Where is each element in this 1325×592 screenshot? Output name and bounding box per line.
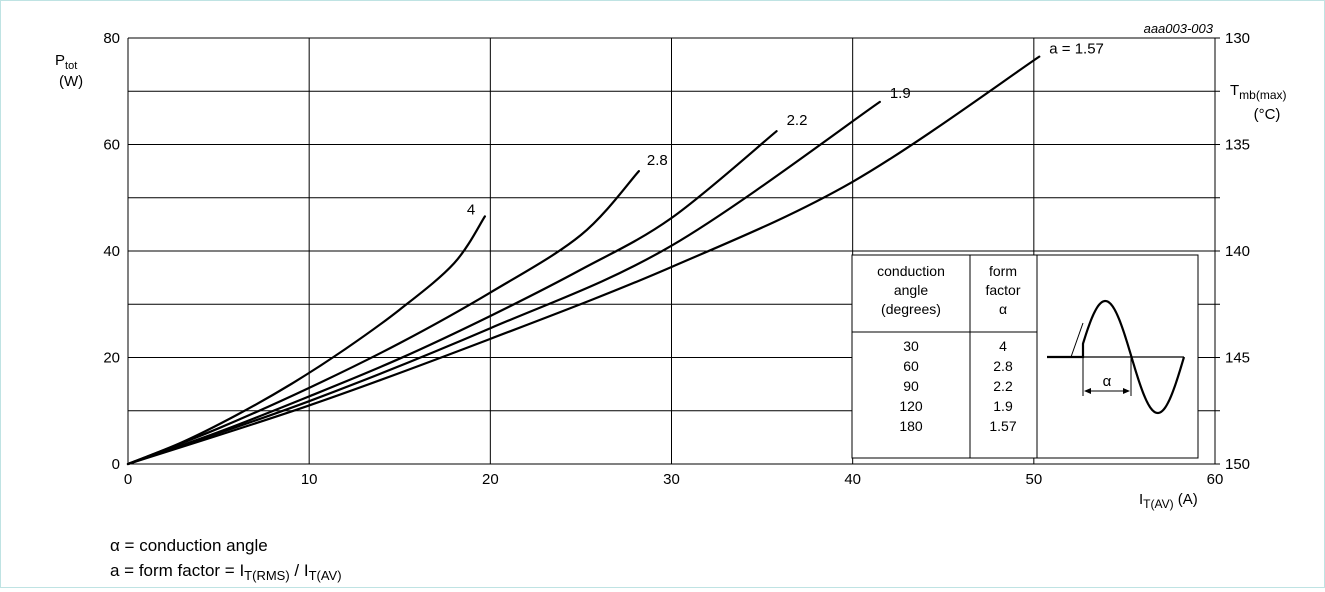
y2-tick-label: 150 [1225, 456, 1250, 473]
waveform-alpha-label: α [1103, 373, 1112, 390]
y2-tick-label: 145 [1225, 350, 1250, 367]
table-cell-form-factor: 1.57 [989, 418, 1016, 434]
y-axis-unit: (W) [59, 73, 83, 90]
y-tick-label: 40 [103, 243, 120, 260]
table-cell-angle: 90 [903, 378, 919, 394]
tick-labels: 0 10 20 30 40 50 60 0 20 40 60 80 150 145 140 135 130 [103, 30, 1250, 488]
table-header-angle-2: angle [894, 282, 928, 298]
table-cell-form-factor: 2.2 [993, 378, 1013, 394]
y-tick-label: 80 [103, 30, 120, 47]
note-form-factor: a = form factor = IT(RMS) / IT(AV) [110, 561, 342, 583]
table-header-ff-3: α [999, 301, 1007, 317]
table-header-angle-1: conduction [877, 263, 945, 279]
table-header-ff-2: factor [985, 282, 1020, 298]
series-curve-4 [126, 55, 1041, 466]
waveform-trigger-slope [1070, 322, 1084, 358]
waveform-diagram: α [1047, 299, 1186, 415]
table-cell-angle: 30 [903, 338, 919, 354]
arrowhead-left-icon [1084, 388, 1091, 394]
x-axis-label: IT(AV) (A) [1139, 491, 1198, 511]
inset-table: conduction angle (degrees) form factor α… [851, 254, 1199, 459]
waveform-trace [1047, 299, 1186, 415]
note-conduction-angle: α = conduction angle [110, 536, 268, 555]
y2-tick-label: 135 [1225, 137, 1250, 154]
table-header-angle-3: (degrees) [881, 301, 941, 317]
series-curves [126, 55, 1041, 466]
series-curve-0 [126, 215, 486, 466]
series-curve-2 [126, 130, 778, 466]
arrowhead-right-icon [1123, 388, 1130, 394]
series-label-1: 2.8 [647, 152, 668, 169]
x-tick-label: 0 [124, 471, 132, 488]
table-cell-angle: 60 [903, 358, 919, 374]
table-cell-angle: 180 [899, 418, 923, 434]
x-tick-label: 30 [663, 471, 680, 488]
y2-tick-label: 130 [1225, 30, 1250, 47]
series-curve-3 [126, 100, 881, 466]
x-tick-label: 10 [301, 471, 318, 488]
y2-tick-label: 140 [1225, 243, 1250, 260]
inset-table-rows: 30 4 60 2.8 90 2.2 120 1.9 180 1.57 [899, 338, 1017, 434]
series-label-0: 4 [467, 201, 475, 218]
y2-axis-unit: (°C) [1254, 106, 1281, 123]
x-tick-label: 20 [482, 471, 499, 488]
series-label-4: a = 1.57 [1049, 41, 1104, 58]
table-cell-form-factor: 4 [999, 338, 1007, 354]
series-label-2: 2.2 [787, 112, 808, 129]
table-header-ff-1: form [989, 263, 1017, 279]
figure-id: aaa003-003 [1144, 21, 1214, 36]
series-curve-1 [126, 170, 640, 466]
table-cell-form-factor: 1.9 [993, 398, 1013, 414]
x-tick-label: 60 [1207, 471, 1224, 488]
x-tick-label: 40 [844, 471, 861, 488]
series-label-3: 1.9 [890, 85, 911, 102]
table-cell-angle: 120 [899, 398, 923, 414]
series-labels: 4 2.8 2.2 1.9 a = 1.57 [467, 41, 1104, 219]
table-cell-form-factor: 2.8 [993, 358, 1013, 374]
x-tick-label: 50 [1025, 471, 1042, 488]
y-tick-label: 20 [103, 350, 120, 367]
y-tick-label: 0 [112, 456, 120, 473]
y-tick-label: 60 [103, 137, 120, 154]
y2-axis-label: Tmb(max) [1230, 82, 1287, 102]
y-axis-label: Ptot [55, 52, 77, 72]
